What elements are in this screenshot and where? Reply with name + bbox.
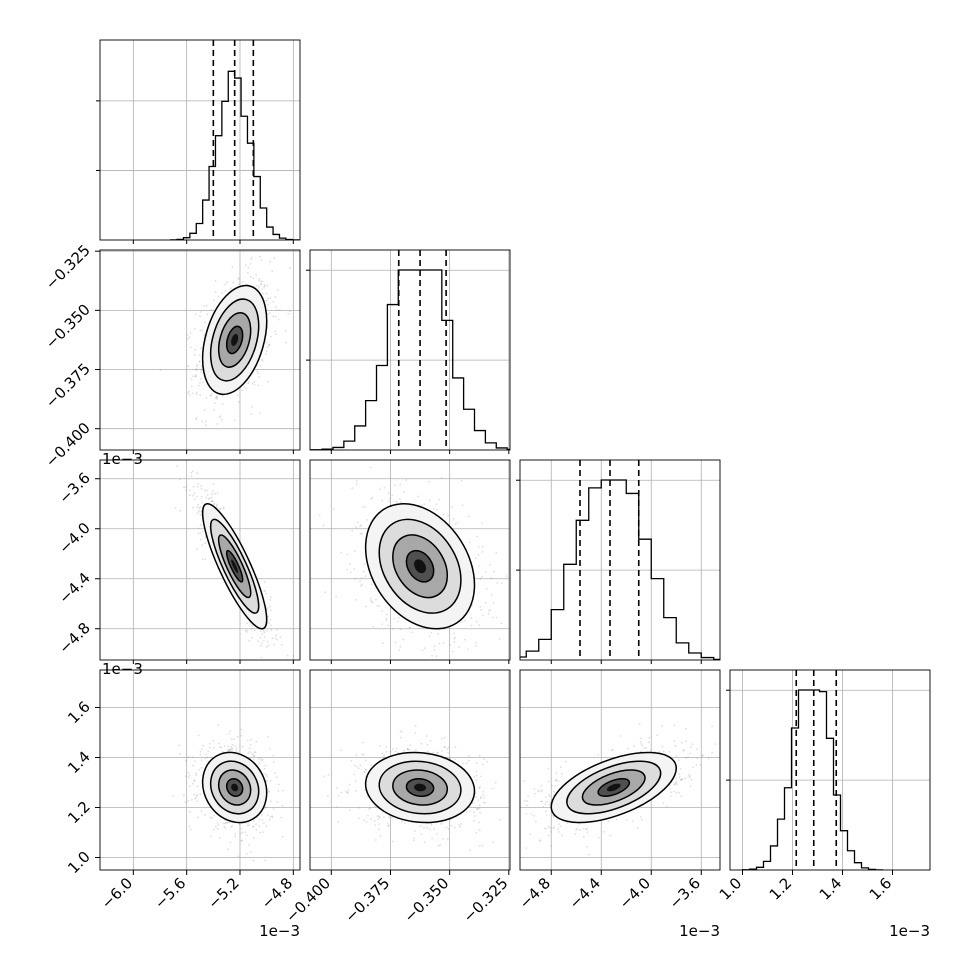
- axes-frame: [729, 669, 931, 871]
- x-tick-label: −5.6: [151, 874, 189, 912]
- y-tick-label: 1.2: [64, 798, 94, 828]
- y-tick-label: 1.6: [64, 698, 94, 728]
- density-panel-2-1: [99, 249, 301, 451]
- density-panel-3-2: [309, 459, 511, 661]
- x-exponent-label: 1e−3: [679, 922, 720, 940]
- density-contour: [231, 783, 239, 792]
- y-tick-label: −0.325: [42, 241, 94, 293]
- y-tick-label: −0.400: [42, 419, 94, 471]
- axes-frame: [519, 669, 721, 871]
- axes-frame: [99, 669, 301, 871]
- y-tick-label: 1.0: [64, 848, 94, 878]
- density-contour: [606, 783, 621, 792]
- histogram-step-line: [520, 479, 720, 660]
- axes-frame: [309, 459, 511, 661]
- x-tick-label: 1.0: [716, 874, 746, 904]
- x-exponent-label: 1e−3: [889, 922, 930, 940]
- axes-frame: [99, 249, 301, 451]
- density-contour: [231, 333, 239, 346]
- x-tick-label: −3.6: [666, 874, 704, 912]
- y-tick-label: −0.375: [42, 360, 94, 412]
- axes-frame: [519, 459, 721, 661]
- x-tick-label: 1.2: [766, 874, 796, 904]
- y-tick-label: 1.4: [64, 748, 94, 778]
- density-contour: [414, 783, 427, 792]
- x-tick-label: 1.6: [866, 874, 896, 904]
- histogram-step-line: [741, 689, 884, 870]
- y-exponent-label: 1e−3: [102, 450, 143, 468]
- x-tick-label: −0.325: [460, 874, 512, 926]
- y-tick-label: −0.350: [42, 300, 94, 352]
- histogram-panel-3: [519, 459, 721, 661]
- x-exponent-label: 1e−3: [259, 922, 300, 940]
- y-tick-label: −4.4: [55, 569, 93, 607]
- axes-frame: [309, 249, 511, 451]
- density-contour: [414, 559, 427, 574]
- x-tick-label: −4.4: [566, 874, 604, 912]
- axes-frame: [99, 39, 301, 241]
- x-tick-label: −6.0: [98, 874, 136, 912]
- x-tick-label: −0.350: [400, 874, 452, 926]
- y-exponent-label: 1e−3: [102, 660, 143, 678]
- histogram-panel-2: [309, 249, 511, 451]
- density-panel-4-1: [99, 669, 301, 871]
- x-tick-label: 1.4: [816, 874, 846, 904]
- density-panel-3-1: [99, 459, 301, 661]
- x-tick-label: −4.8: [516, 874, 554, 912]
- y-tick-label: −4.0: [55, 519, 93, 557]
- x-tick-label: −4.0: [616, 874, 654, 912]
- density-panel-4-3: [519, 669, 721, 871]
- axes-frame: [309, 669, 511, 871]
- density-panel-4-2: [309, 669, 511, 871]
- density-contour: [231, 559, 239, 574]
- x-tick-label: −0.375: [341, 874, 393, 926]
- y-tick-label: −4.8: [55, 619, 93, 657]
- x-tick-label: −5.2: [204, 874, 242, 912]
- histogram-panel-4: [729, 669, 931, 871]
- y-tick-label: −3.6: [55, 469, 93, 507]
- histogram-panel-1: [99, 39, 301, 241]
- axes-frame: [99, 459, 301, 661]
